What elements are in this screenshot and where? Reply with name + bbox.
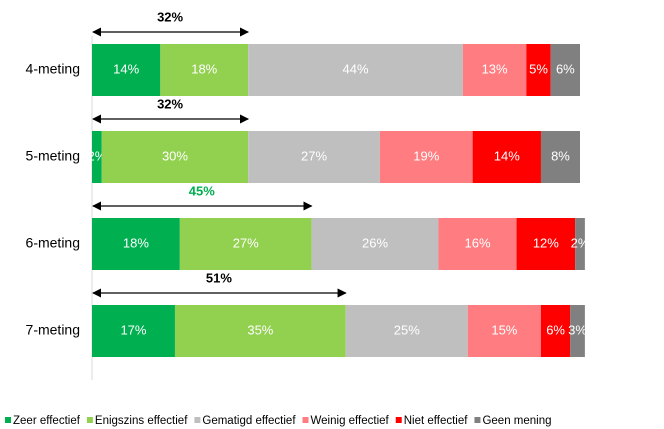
value-label: 18% [191,61,217,76]
value-label: 26% [362,235,388,250]
bar-segment [438,218,517,270]
bar-segment [311,218,439,270]
category-label: 6-meting [26,235,80,251]
value-label: 17% [120,322,146,337]
legend-label: Zeer effectief [13,415,81,427]
legend-swatch [194,417,201,423]
value-label: 27% [301,148,327,163]
value-label: 35% [247,322,273,337]
bar-segment [540,305,571,357]
value-label: 3% [568,322,587,337]
legend-swatch [302,417,309,423]
bar-segment [575,218,585,270]
bar-segment [472,131,541,183]
bar-segment [160,44,249,96]
bar-segment [379,131,473,183]
value-label: 27% [233,235,259,250]
legend-label: Gematigd effectief [202,415,296,427]
annotation: 45% [189,183,215,198]
value-label: 6% [556,61,575,76]
annotation: 32% [157,96,183,111]
bar-segment [550,44,580,96]
legend-label: Niet effectief [404,415,469,427]
bar-segment [174,305,346,357]
category-label: 7-meting [26,322,80,338]
legend-label: Enigszins effectief [95,415,188,427]
value-label: 25% [394,322,420,337]
legend-swatch [395,417,402,423]
annotation: 51% [206,270,232,285]
value-label: 16% [465,235,491,250]
annotation: 32% [157,9,183,24]
bar-segment [92,305,175,357]
bar-segment [248,131,380,183]
value-label: 44% [343,61,369,76]
value-label: 30% [162,148,188,163]
bar-segment [92,131,102,183]
bar-segment [248,44,463,96]
legend-swatch [474,417,481,423]
value-label: 12% [533,235,559,250]
value-label: 13% [482,61,508,76]
category-label: 5-meting [26,148,80,164]
value-label: 14% [113,61,139,76]
legend-swatch [5,417,11,423]
value-label: 15% [491,322,517,337]
bar-segment [570,305,585,357]
bar-segment [462,44,527,96]
value-label: 19% [413,148,439,163]
value-label: 14% [494,148,520,163]
bar-segment [179,218,312,270]
value-label: 18% [123,235,149,250]
bar-segment [526,44,551,96]
bar-segment [92,44,161,96]
bar-segment [467,305,541,357]
bar-segment [101,131,249,183]
legend-label: Geen mening [482,415,551,427]
bar-segment [540,131,580,183]
legend-label: Weinig effectief [311,415,390,427]
legend-swatch [86,417,93,423]
value-label: 6% [546,322,565,337]
bar-segment [92,218,180,270]
bar-segment [345,305,468,357]
bar-segment [516,218,576,270]
value-label: 5% [529,61,548,76]
value-label: 8% [551,148,570,163]
value-label: 2% [571,235,590,250]
category-label: 4-meting [26,61,80,77]
